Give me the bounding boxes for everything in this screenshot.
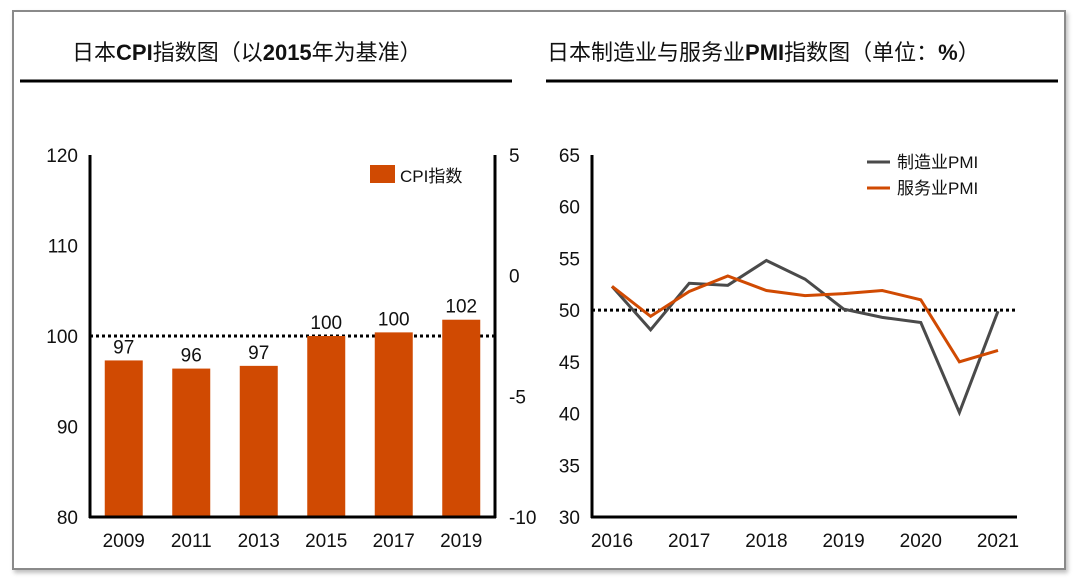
x-tick-label: 2018 [745,531,787,552]
title-segment: % [938,40,958,65]
x-tick-label: 2017 [373,531,415,552]
bar-2013 [239,365,278,517]
x-tick-label: 2017 [668,531,710,552]
y-tick-label: 110 [48,237,78,258]
bar-2009 [104,360,143,517]
y-tick-label: 120 [46,146,78,167]
y-tick-label: 90 [57,418,78,439]
bar-2017 [374,332,413,517]
x-tick-label: 2020 [900,531,942,552]
bar-data-label: 100 [310,313,342,334]
title-segment: 日本制造业与服务业 [547,40,745,65]
legend-label-cpi: CPI指数 [400,167,462,186]
title-segment: 2015 [263,40,312,65]
y2-tick-label: 0 [509,267,520,288]
cpi-chart: 97 2009 96 2011 97 2013 100 2015 100 2017 102 2019 8… [46,146,536,552]
x-tick-label: 2019 [440,531,482,552]
bar-data-label: 96 [181,346,202,367]
bar-data-label: 102 [445,297,477,318]
y-tick-label: 80 [57,508,78,529]
bar-2019 [442,319,481,517]
title-segment: PMI [745,40,784,65]
y-tick-label: 30 [559,508,580,529]
y2-tick-label: -5 [509,387,526,408]
x-tick-label: 2009 [103,531,145,552]
x-tick-label: 2021 [977,531,1019,552]
x-tick-label: 2019 [822,531,864,552]
title-segment: 年为基准） [312,40,422,65]
y-tick-label: 45 [559,353,580,374]
title-segment: 日本 [72,40,116,65]
y-tick-label: 100 [46,327,78,348]
cpi-chart-title: 日本CPI指数图（以2015年为基准） [72,40,422,65]
bar-data-label: 97 [248,343,269,364]
y-tick-label: 55 [559,249,580,270]
x-tick-label: 2013 [238,531,280,552]
y-tick-label: 50 [559,301,580,322]
bar-2015 [307,336,346,517]
bar-data-label: 97 [113,337,134,358]
y-tick-label: 65 [559,146,580,167]
title-segment: 指数图（以 [153,40,263,65]
title-segment: CPI [116,40,153,65]
legend-label-services: 服务业PMI [897,179,978,198]
bar-2011 [172,368,211,517]
y-tick-label: 35 [559,456,580,477]
x-tick-label: 2016 [591,531,633,552]
manufacturing-pmi-line [610,258,1000,417]
services-pmi-line [611,274,999,364]
y2-tick-label: -10 [509,508,536,529]
pmi-chart: 30 35 40 45 50 55 60 65 2016 2017 2018 2019 2020 2021… [559,146,1019,552]
x-tick-label: 2015 [305,531,347,552]
y2-tick-label: 5 [509,146,520,167]
title-segment: 指数图（单位： [784,40,938,65]
y-tick-label: 60 [559,198,580,219]
legend-swatch-cpi [370,165,395,183]
x-tick-label: 2011 [171,531,212,552]
bar-data-label: 100 [378,309,410,330]
pmi-chart-title: 日本制造业与服务业PMI指数图（单位：%） [547,40,980,65]
legend-label-manufacturing: 制造业PMI [897,153,978,172]
title-segment: ） [958,40,980,65]
y-tick-label: 40 [559,405,580,426]
